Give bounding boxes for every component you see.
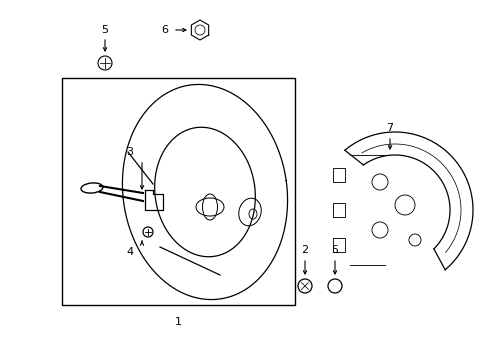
Text: 2: 2 (301, 245, 308, 255)
Text: 6: 6 (161, 25, 168, 35)
Circle shape (98, 56, 112, 70)
Ellipse shape (81, 183, 103, 193)
Circle shape (297, 279, 311, 293)
Bar (332, 168, 345, 182)
Text: 4: 4 (126, 247, 133, 257)
Text: 7: 7 (386, 123, 393, 133)
Ellipse shape (238, 198, 261, 226)
Text: 5: 5 (102, 25, 108, 35)
Circle shape (327, 279, 341, 293)
Bar (332, 203, 345, 217)
Text: 5: 5 (331, 245, 338, 255)
Polygon shape (191, 20, 208, 40)
Bar (62, 78, 294, 305)
Circle shape (142, 227, 153, 237)
Text: 1: 1 (174, 317, 181, 327)
Text: 3: 3 (126, 147, 133, 157)
Bar (332, 238, 345, 252)
